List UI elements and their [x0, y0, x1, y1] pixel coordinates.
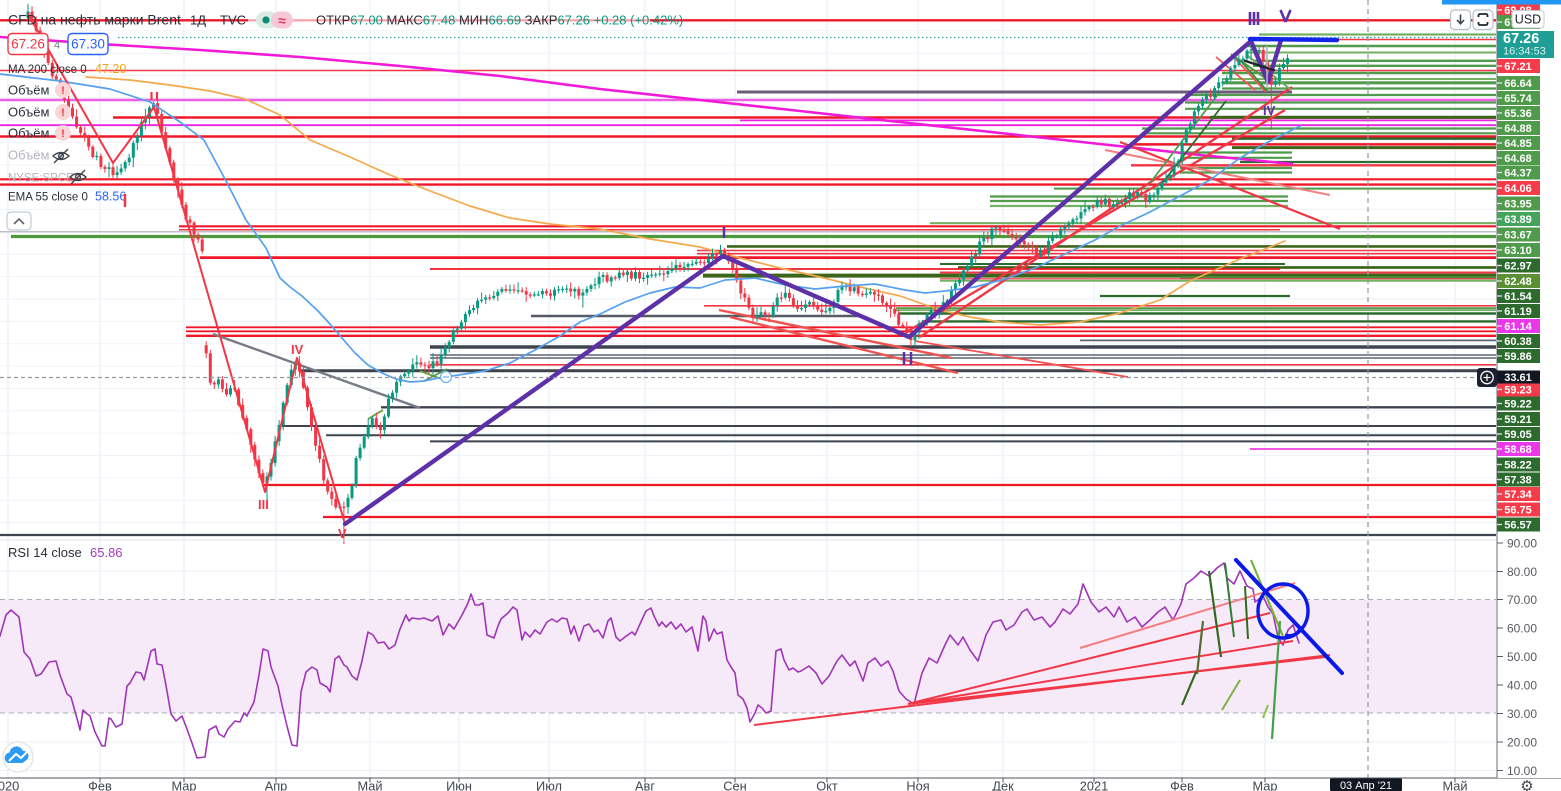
svg-text:1Д: 1Д: [190, 13, 206, 28]
svg-text:03 Апр '21: 03 Апр '21: [1340, 780, 1392, 791]
svg-text:Сен: Сен: [723, 779, 746, 791]
svg-text:!: !: [61, 128, 65, 140]
svg-text:Мар: Мар: [1252, 779, 1277, 791]
svg-text:10.00: 10.00: [1507, 764, 1537, 778]
svg-text:33.61: 33.61: [1504, 372, 1532, 384]
svg-text:60.38: 60.38: [1504, 336, 1532, 348]
svg-text:58.56: 58.56: [95, 190, 126, 204]
svg-text:58.22: 58.22: [1504, 460, 1532, 472]
svg-text:50.00: 50.00: [1507, 650, 1537, 664]
svg-text:59.23: 59.23: [1504, 385, 1532, 397]
svg-text:59.21: 59.21: [1504, 414, 1532, 426]
svg-text:TVC: TVC: [220, 13, 246, 28]
svg-text:NYSE:SPCE: NYSE:SPCE: [8, 173, 74, 185]
svg-text:62.97: 62.97: [1504, 261, 1532, 273]
svg-text:57.38: 57.38: [1504, 475, 1532, 487]
svg-text:USD: USD: [1515, 13, 1541, 27]
svg-text:61.54: 61.54: [1504, 291, 1532, 303]
svg-text:Авг: Авг: [635, 779, 655, 791]
svg-text:EMA 55 close 0: EMA 55 close 0: [8, 192, 88, 204]
svg-text:40.00: 40.00: [1507, 679, 1537, 693]
svg-text:Объём: Объём: [8, 83, 49, 98]
svg-text:67.21: 67.21: [1504, 61, 1532, 73]
svg-text:III: III: [258, 497, 269, 512]
svg-text:59.05: 59.05: [1504, 429, 1532, 441]
svg-text:90.00: 90.00: [1507, 537, 1537, 551]
svg-text:!: !: [61, 107, 65, 119]
svg-text:63.89: 63.89: [1504, 214, 1532, 226]
svg-text:57.34: 57.34: [1504, 489, 1532, 501]
svg-text:67.30: 67.30: [71, 37, 105, 52]
svg-text:2021: 2021: [1080, 779, 1108, 791]
svg-text:67.26: 67.26: [11, 37, 45, 52]
svg-text:63.10: 63.10: [1504, 245, 1532, 257]
svg-text:Ноя: Ноя: [906, 779, 929, 791]
svg-text:63.67: 63.67: [1504, 230, 1532, 242]
svg-text:64.68: 64.68: [1504, 153, 1532, 165]
svg-text:61.19: 61.19: [1504, 306, 1532, 318]
svg-text:66.64: 66.64: [1504, 78, 1532, 90]
svg-text:IV: IV: [291, 342, 304, 357]
svg-text:⚙: ⚙: [1520, 778, 1533, 791]
svg-text:63.95: 63.95: [1504, 199, 1532, 211]
svg-text:Дек: Дек: [992, 779, 1014, 791]
svg-text:Фев: Фев: [88, 779, 112, 791]
svg-text:CFD на нефть марки Brent: CFD на нефть марки Brent: [8, 12, 181, 28]
svg-text:62.48: 62.48: [1504, 276, 1532, 288]
svg-text:IV: IV: [1263, 103, 1276, 118]
svg-text:Объём: Объём: [8, 105, 49, 120]
svg-text:RSI 14 close: RSI 14 close: [8, 545, 82, 560]
svg-text:60.00: 60.00: [1507, 622, 1537, 636]
svg-text:65.36: 65.36: [1504, 108, 1532, 120]
svg-text:Окт: Окт: [816, 779, 838, 791]
svg-text:65.86: 65.86: [90, 545, 123, 560]
svg-text:Объём: Объём: [8, 126, 49, 141]
svg-text:20.00: 20.00: [1507, 736, 1537, 750]
svg-text:ОТКР67.00 МАКС67.48 МИН66.69 З: ОТКР67.00 МАКС67.48 МИН66.69 ЗАКР67.26 +…: [316, 13, 683, 28]
svg-text:!: !: [61, 85, 65, 97]
svg-text:65.74: 65.74: [1504, 93, 1532, 105]
svg-text:Июн: Июн: [446, 779, 472, 791]
svg-text:Май: Май: [1442, 779, 1467, 791]
svg-text:4: 4: [54, 40, 60, 52]
svg-text:58.68: 58.68: [1504, 444, 1532, 456]
svg-text:≈: ≈: [278, 13, 286, 29]
svg-text:2020: 2020: [0, 779, 19, 791]
svg-text:67.26: 67.26: [1503, 31, 1539, 47]
svg-text:Объём: Объём: [8, 148, 49, 163]
svg-text:30.00: 30.00: [1507, 707, 1537, 721]
svg-text:64.06: 64.06: [1504, 183, 1532, 195]
svg-text:Май: Май: [357, 779, 382, 791]
svg-text:61.14: 61.14: [1504, 321, 1532, 333]
svg-text:64.88: 64.88: [1504, 123, 1532, 135]
svg-text:47.20: 47.20: [95, 62, 126, 76]
svg-text:59.22: 59.22: [1504, 399, 1532, 411]
svg-text:64.37: 64.37: [1504, 168, 1532, 180]
svg-text:16:34:53: 16:34:53: [1503, 46, 1546, 58]
svg-text:59.86: 59.86: [1504, 351, 1532, 363]
svg-text:Июл: Июл: [536, 779, 562, 791]
svg-text:56.75: 56.75: [1504, 505, 1532, 517]
svg-text:Фев: Фев: [1170, 779, 1194, 791]
svg-text:56.57: 56.57: [1504, 520, 1532, 532]
svg-text:Мар: Мар: [171, 779, 196, 791]
svg-text:64.85: 64.85: [1504, 138, 1532, 150]
svg-text:80.00: 80.00: [1507, 565, 1537, 579]
svg-text:Апр: Апр: [265, 779, 288, 791]
svg-text:70.00: 70.00: [1507, 593, 1537, 607]
svg-text:MA 200 close 0: MA 200 close 0: [8, 64, 87, 76]
svg-text:V: V: [338, 526, 347, 541]
